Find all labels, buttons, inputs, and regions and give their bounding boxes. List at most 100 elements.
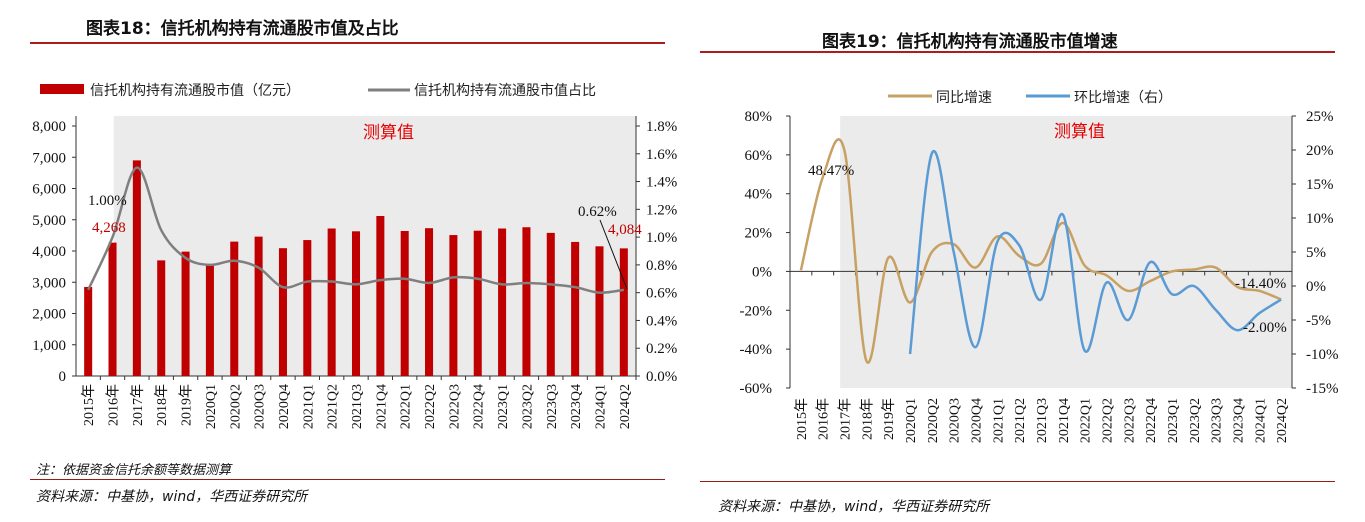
x-tick-label: 2024Q1 (1253, 398, 1268, 443)
y-right-tick-label: 0.6% (646, 286, 677, 302)
bar-2022Q1 (400, 231, 409, 376)
x-tick-label: 2020Q4 (277, 384, 292, 429)
x-tick-label: 2016年 (816, 398, 832, 440)
chart-fig18: 测算值 信托机构持有流通股市值（亿元） 信托机构持有流通股市值占比 0 1,000 2,0… (32, 82, 677, 429)
x-tick-label: 2022Q1 (399, 384, 414, 429)
x-tick-label: 2023Q1 (496, 384, 511, 429)
bar-2021Q2 (327, 228, 336, 376)
x-tick-label: 2020Q1 (204, 384, 219, 429)
fig18-source: 资料来源：中基协，wind，华西证券研究所 (36, 489, 308, 505)
bar-2023Q2 (522, 227, 531, 376)
x-tick-label: 2020Q4 (970, 398, 985, 443)
bar-2023Q1 (498, 228, 507, 376)
bar-2020Q4 (278, 248, 287, 376)
y-left-tick-label: -60% (740, 381, 773, 397)
share-line (87, 166, 624, 294)
y-right-tick-label: 0.4% (646, 313, 677, 329)
x-tick-label: 2024Q2 (618, 384, 633, 429)
bar-2019年 (181, 251, 190, 376)
chart-fig19: 测算值 同比增速 环比增速（右） -60% -40% -20% 0% 20% 40% 60% 80%… (740, 90, 1339, 443)
y-left-tick-label: 5,000 (32, 213, 66, 229)
annotation-2: -14.40% (1235, 276, 1286, 292)
bar-2023Q3 (546, 232, 555, 376)
x-tick-label: 2019年 (881, 398, 897, 440)
yoy-line (799, 138, 1282, 364)
x-tick-label: 2022Q4 (1144, 398, 1159, 443)
annotation-3: 0.62% (578, 204, 617, 220)
y-left-tick-label: 4,000 (32, 244, 66, 260)
y-left-tick-label: 7,000 (32, 150, 66, 166)
bar-2016年 (108, 242, 117, 376)
x-tick-label: 2023Q4 (569, 384, 584, 429)
x-tick-label: 2022Q1 (1079, 398, 1094, 443)
x-tick-label: 2015年 (81, 384, 97, 426)
x-tick-label: 2024Q1 (593, 384, 608, 429)
y-left-tick-label: 3,000 (32, 275, 66, 291)
y-right-tick-label: 15% (1306, 177, 1334, 193)
x-tick-label: 2022Q3 (1122, 398, 1137, 443)
x-tick-label: 2018年 (859, 398, 875, 440)
bar-2015年 (84, 286, 93, 376)
fig19-title: 图表19：信托机构持有流通股市值增速 (822, 32, 1118, 52)
y-left-tick-label: -40% (740, 342, 773, 358)
x-tick-label: 2021Q4 (374, 384, 389, 429)
fig19-bottom-rule (700, 481, 1335, 482)
shade-label: 测算值 (363, 123, 414, 142)
x-tick-label: 2017年 (130, 384, 146, 426)
x-tick-label: 2022Q2 (423, 384, 438, 429)
x-tick-label: 2023Q4 (1231, 398, 1246, 443)
fig18-bottom-rule (30, 479, 665, 480)
x-tick-label: 2020Q3 (253, 384, 268, 429)
x-tick-label: 2023Q3 (1210, 398, 1225, 443)
bar-2024Q1 (595, 246, 604, 376)
x-tick-label: 2015年 (794, 398, 810, 440)
x-tick-label: 2021Q3 (1035, 398, 1050, 443)
y-left-tick-label: 60% (745, 148, 773, 164)
x-tick-label: 2021Q4 (1057, 398, 1072, 443)
x-tick-label: 2021Q2 (326, 384, 341, 429)
fig19-title-rule (700, 51, 1335, 53)
estimate-shade-region (113, 116, 636, 376)
y-right-tick-label: 10% (1306, 211, 1334, 227)
y-left-tick-label: -20% (740, 303, 773, 319)
annotation-3-leader (599, 219, 628, 290)
x-tick-label: 2022Q2 (1100, 398, 1115, 443)
legend-label-qoq: 环比增速（右） (1074, 90, 1172, 106)
bar-2020Q2 (230, 241, 239, 376)
bar-2022Q4 (473, 230, 482, 376)
annotation-2: 4,268 (92, 220, 126, 236)
y-right-tick-label: 0.8% (646, 258, 677, 274)
y-right-tick-label: 1.4% (646, 175, 677, 191)
annotation-3: -2.00% (1243, 320, 1287, 336)
qoq-line (908, 149, 1282, 355)
x-tick-label: 2017年 (838, 398, 854, 440)
x-tick-label: 2022Q3 (447, 384, 462, 429)
bar-2021Q1 (303, 240, 312, 376)
bar-2021Q3 (351, 231, 361, 376)
y-right-tick-label: 1.0% (646, 230, 677, 246)
y-left-tick-label: 20% (745, 226, 773, 242)
y-right-tick-label: -10% (1306, 347, 1339, 363)
x-tick-label: 2022Q4 (472, 384, 487, 429)
x-tick-label: 2019年 (179, 384, 195, 426)
legend-swatch-bar (40, 84, 84, 94)
y-right-tick-label: 25% (1306, 109, 1334, 125)
y-left-tick-label: 40% (745, 187, 773, 203)
y-left-tick-label: 2,000 (32, 307, 66, 323)
y-right-tick-label: 1.2% (646, 202, 677, 218)
x-tick-label: 2023Q2 (520, 384, 535, 429)
x-tick-label: 2020Q1 (904, 398, 919, 443)
x-tick-label: 2016年 (106, 384, 122, 426)
x-tick-label: 2020Q3 (948, 398, 963, 443)
y-left-tick-label: 0% (752, 264, 772, 280)
fig18-title: 图表18：信托机构持有流通股市值及占比 (86, 19, 399, 39)
y-right-tick-label: 0% (1306, 279, 1326, 295)
x-tick-label: 2021Q2 (1013, 398, 1028, 443)
x-tick-label: 2021Q3 (350, 384, 365, 429)
legend-label-bar: 信托机构持有流通股市值（亿元） (90, 82, 300, 99)
bar-2024Q2 (619, 248, 628, 376)
legend-label-yoy: 同比增速 (936, 90, 992, 106)
annotation-1: 1.00% (88, 193, 127, 209)
fig19-source: 资料来源：中基协，wind，华西证券研究所 (718, 499, 990, 515)
bar-2017年 (132, 160, 141, 376)
